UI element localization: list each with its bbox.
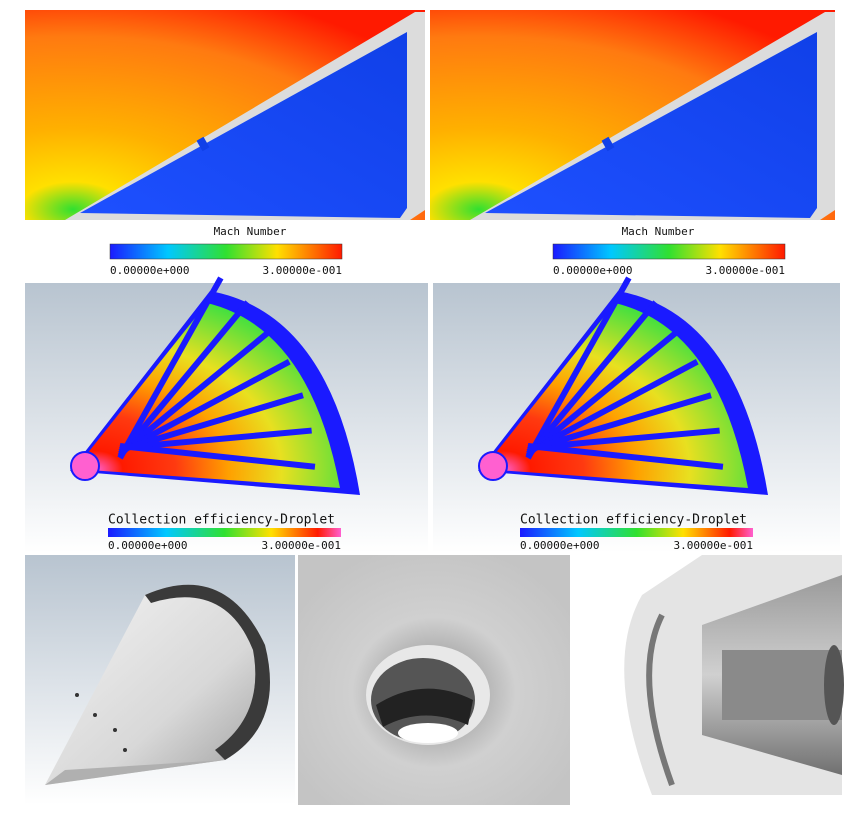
mach-panel: Mach Number 0.00000e+000 3.00000e-001: [25, 10, 425, 280]
stripe: [527, 392, 712, 453]
wake-region: [80, 32, 407, 218]
stripe: [525, 300, 659, 458]
inlet-view: [572, 555, 844, 805]
droplet-panel: Collection efficiency-Droplet 0.00000e+00…: [25, 276, 428, 553]
colorbar-title: Collection efficiency-Droplet: [108, 513, 335, 528]
cone-view: [25, 555, 295, 805]
stripe: [118, 328, 273, 457]
stripe: [526, 328, 681, 457]
colorbar-max: 3.00000e-001: [674, 539, 753, 552]
colorbar-min: 0.00000e+000: [110, 264, 189, 277]
hole-view: [298, 555, 570, 805]
colorbar-min: 0.00000e+000: [520, 539, 599, 552]
slot: [601, 136, 615, 152]
stripe: [526, 359, 699, 455]
nose: [478, 451, 508, 481]
colorbar: [109, 243, 343, 260]
colorbar-min: 0.00000e+000: [553, 264, 632, 277]
stripe: [117, 300, 251, 458]
colorbar-title: Mach Number: [622, 225, 695, 238]
colorbar-max: 3.00000e-001: [262, 539, 341, 552]
colorbar-title: Mach Number: [214, 225, 287, 238]
colorbar-max: 3.00000e-001: [706, 264, 785, 277]
colorbar-title: Collection efficiency-Droplet: [520, 513, 747, 528]
droplet-panel: Collection efficiency-Droplet 0.00000e+00…: [433, 276, 840, 553]
colorbar: [520, 528, 753, 537]
stripe: [117, 276, 224, 460]
slot: [196, 136, 210, 152]
stripe: [119, 392, 304, 453]
colorbar-min: 0.00000e+000: [108, 539, 187, 552]
stripe: [527, 443, 724, 470]
mach-panel: Mach Number 0.00000e+000 3.00000e-001: [430, 10, 835, 280]
colorbar: [552, 243, 786, 260]
wake-region: [485, 32, 817, 218]
stripe: [525, 276, 632, 460]
stripe: [119, 427, 312, 451]
colorbar: [108, 528, 341, 537]
stripe: [527, 427, 720, 451]
stripe: [118, 359, 291, 455]
colorbar-max: 3.00000e-001: [263, 264, 342, 277]
stripe: [119, 443, 316, 470]
nose: [70, 451, 100, 481]
